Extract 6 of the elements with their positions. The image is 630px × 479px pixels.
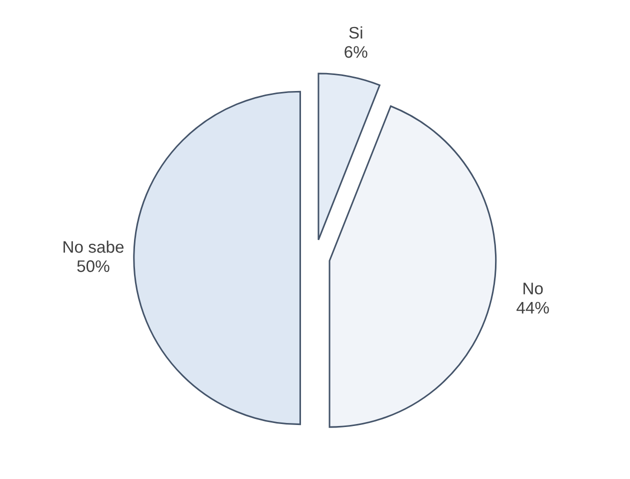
data-label: 50% <box>77 260 110 272</box>
data-label: 44% <box>516 302 549 314</box>
slice-label: No <box>524 282 543 294</box>
slice-label: No sabe <box>64 240 124 253</box>
slice-label: Si <box>349 26 362 39</box>
data-label: 6% <box>344 46 368 58</box>
